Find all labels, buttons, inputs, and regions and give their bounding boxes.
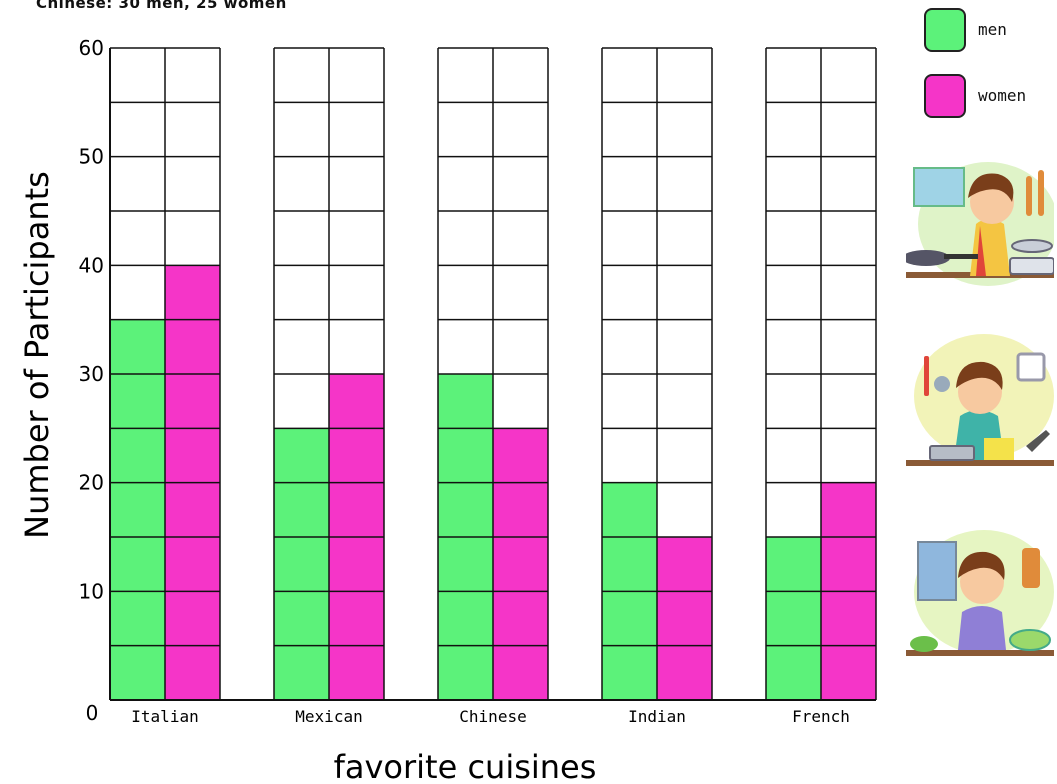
category-label: Indian [628, 707, 686, 726]
category-label: French [792, 707, 850, 726]
bar-french-men [766, 537, 821, 700]
legend-item-men: men [924, 8, 1054, 56]
category-label: Chinese [459, 707, 526, 726]
legend-swatch-women [924, 74, 966, 118]
x-axis-title: favorite cuisines [334, 748, 597, 784]
boy-cooking-with-pan-illustration [906, 162, 1054, 286]
bar-italian-men [110, 319, 165, 700]
legend-swatch-men [924, 8, 966, 52]
y-axis-title: Number of Participants [18, 171, 56, 539]
bar-indian-women [657, 537, 712, 700]
boy-preparing-salad-illustration [906, 530, 1054, 656]
y-tick-label: 50 [79, 145, 104, 169]
boy-chopping-vegetables-illustration [906, 334, 1054, 466]
y-tick-label: 30 [79, 362, 104, 386]
y-tick-label: 60 [79, 36, 104, 60]
bar-chart: 0 10 20 30 40 50 60 Italian Mexican Chinese Indian… [18, 36, 877, 784]
bar-mexican-men [274, 428, 329, 700]
y-tick-label: 40 [79, 253, 104, 277]
y-tick-label: 20 [79, 471, 104, 495]
bar-chinese-women [493, 428, 548, 700]
legend-label-women: women [978, 86, 1027, 105]
category-label: Mexican [295, 707, 362, 726]
y-tick-label: 0 [86, 701, 99, 725]
category-label: Italian [131, 707, 198, 726]
y-tick-label: 10 [79, 579, 104, 603]
legend-label-men: men [978, 20, 1007, 39]
legend-item-women: women [924, 74, 1054, 122]
chart-note: Chinese: 30 men, 25 women [36, 0, 287, 12]
